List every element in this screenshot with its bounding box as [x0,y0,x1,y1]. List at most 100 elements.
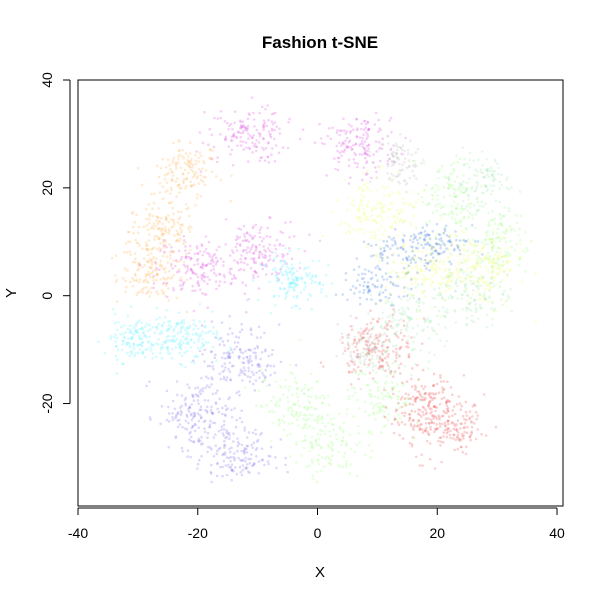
data-point [249,235,253,238]
data-point [179,322,183,325]
data-point [212,260,215,264]
data-point [376,381,379,385]
data-point [274,266,277,270]
data-point [155,266,158,270]
data-point [187,227,190,231]
data-point [241,120,245,123]
data-point [258,369,261,373]
data-point [210,350,213,353]
data-point [297,247,300,251]
data-point [361,189,364,193]
data-point [213,116,216,120]
data-point [239,257,242,261]
data-point [278,286,282,290]
data-point [492,257,496,260]
data-point [399,169,403,172]
data-point [190,268,193,272]
data-point [167,420,171,423]
data-point [138,338,142,341]
data-point [497,223,501,226]
data-point [390,301,394,305]
data-point [140,327,143,330]
data-point [204,386,207,390]
data-point [187,171,190,175]
data-point [274,380,277,384]
data-point [202,271,206,275]
data-point [267,118,270,122]
data-point [434,249,438,252]
data-point [290,273,294,277]
x-tick-label: -20 [188,525,208,541]
data-point [238,373,241,377]
data-point [195,176,199,180]
data-point [188,405,191,409]
data-point [209,329,212,333]
data-point [296,415,300,419]
data-point [420,415,423,418]
data-point [358,185,362,189]
data-point [436,266,440,269]
data-point [349,145,353,149]
data-point [165,181,169,184]
data-point [199,173,202,177]
data-point [274,304,277,307]
data-point [189,430,192,434]
data-point [366,243,370,246]
data-point [323,396,326,400]
data-point [168,270,171,273]
data-point [406,258,409,261]
data-point [491,238,494,241]
data-point [347,229,351,233]
data-point [192,319,195,322]
data-point [126,342,129,345]
data-point [239,131,242,135]
data-point [481,246,485,250]
data-point [195,333,198,336]
data-point [311,259,314,263]
data-point [464,259,468,263]
data-point [397,295,401,299]
data-point [128,331,132,335]
data-point [216,449,219,453]
data-point [181,425,184,429]
data-point [401,384,405,387]
data-point [417,418,420,422]
data-point [367,200,371,203]
data-point [476,414,480,417]
data-point [373,350,377,354]
data-point [410,385,414,388]
data-point [214,444,218,448]
data-point [352,368,356,371]
data-point [384,382,387,385]
data-point [470,185,474,189]
data-point [214,433,217,436]
data-point [196,193,199,196]
data-point [385,407,389,410]
data-point [252,258,255,261]
data-point [355,128,359,132]
data-point [385,327,388,331]
data-point [205,405,209,409]
data-point [446,406,450,410]
data-point [290,413,294,417]
data-point [410,336,413,339]
data-point [179,413,183,417]
data-point [207,331,210,334]
data-point [145,280,149,284]
data-point [379,407,382,411]
data-point [196,346,200,350]
data-point [402,243,406,246]
data-point [502,236,506,240]
data-point [158,316,161,320]
data-point [401,411,404,415]
data-point [239,125,242,128]
data-point [459,439,462,442]
data-point [146,281,150,284]
data-point [238,465,242,469]
data-point [380,147,384,151]
data-point [455,436,459,439]
data-point [148,233,151,236]
data-point [420,290,424,293]
data-point [490,175,494,178]
data-point [399,397,403,401]
